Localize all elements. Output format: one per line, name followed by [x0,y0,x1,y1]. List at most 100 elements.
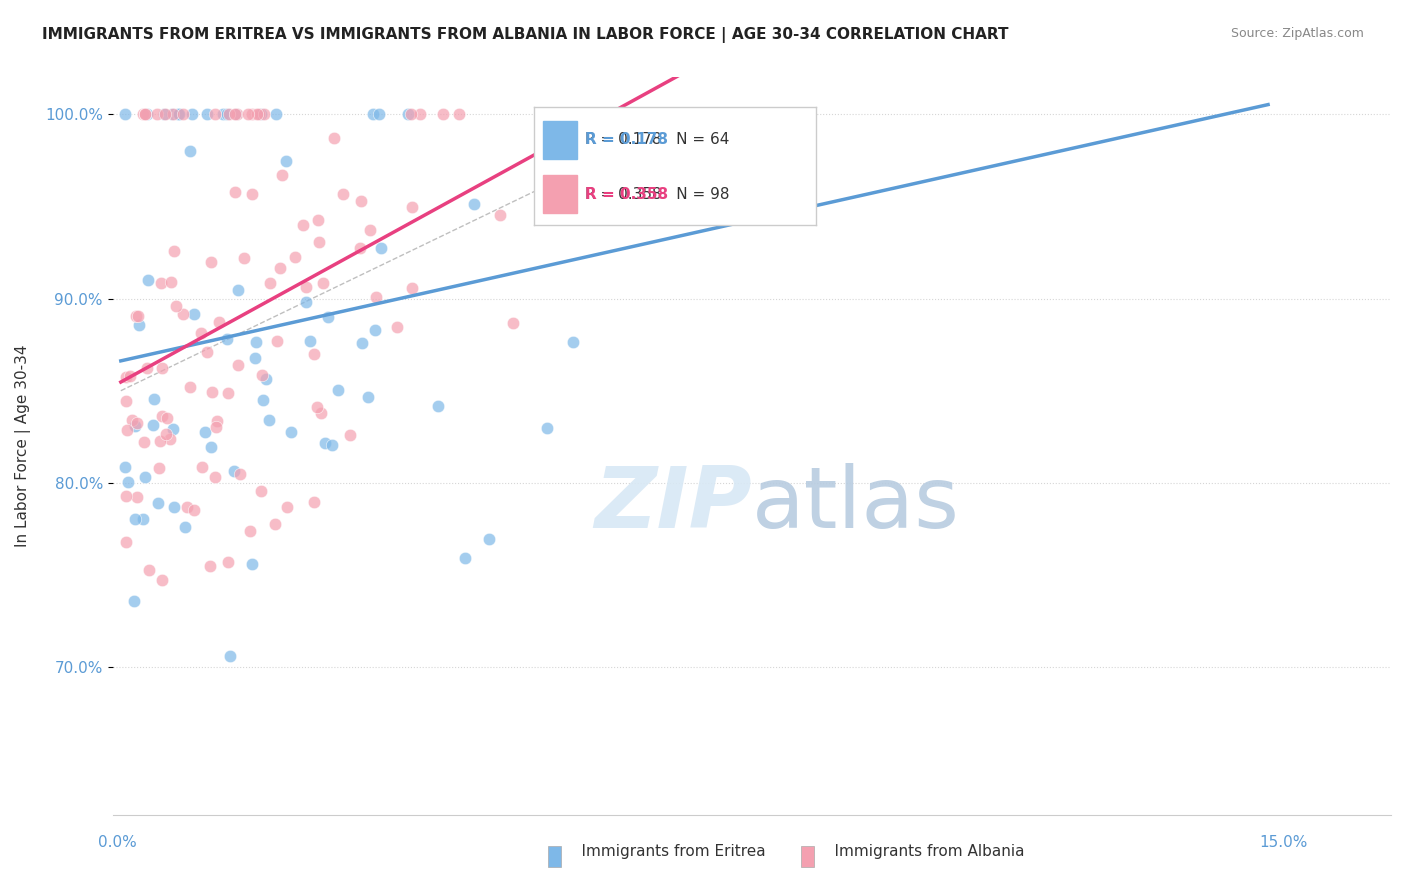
Point [224,107,246,121]
Point [254,372,277,386]
Text: 0.0%: 0.0% [98,836,138,850]
Point [349,241,371,255]
Point [127,310,149,324]
Point [150,409,173,423]
Point [152,573,174,587]
Point [128,318,150,333]
Y-axis label: In Labor Force | Age 30-34: In Labor Force | Age 30-34 [15,344,31,548]
Point [194,425,217,440]
Point [225,107,247,121]
Point [489,208,512,222]
Text: atlas: atlas [752,464,960,547]
Point [294,295,316,310]
Point [132,434,155,449]
Point [149,276,172,290]
Point [264,107,287,121]
Point [162,422,184,436]
Point [332,187,354,202]
Point [250,368,273,382]
Point [427,400,450,414]
Point [114,369,136,384]
Point [236,107,259,121]
Point [142,417,165,432]
Point [432,107,454,121]
Point [204,107,226,121]
Point [259,276,281,290]
Point [200,254,222,268]
Point [269,260,291,275]
Point [114,489,136,503]
Point [240,107,263,121]
Point [205,414,228,428]
Point [249,107,271,121]
Point [367,107,389,121]
Bar [548,846,561,867]
Point [284,250,307,264]
Point [359,223,381,237]
Point [125,309,148,323]
Point [135,361,157,376]
Point [132,107,155,121]
Point [361,107,384,121]
Point [246,107,269,121]
Point [228,358,250,372]
Point [401,107,423,121]
Point [222,464,245,478]
Point [153,107,176,121]
Point [305,400,328,414]
Point [179,380,201,394]
Point [229,467,252,481]
Point [134,469,156,483]
Point [401,281,423,295]
Point [132,512,155,526]
Point [163,244,186,258]
Text: IMMIGRANTS FROM ERITREA VS IMMIGRANTS FROM ALBANIA IN LABOR FORCE | AGE 30-34 CO: IMMIGRANTS FROM ERITREA VS IMMIGRANTS FR… [42,27,1008,43]
Point [401,200,423,214]
Point [271,168,294,182]
Point [243,351,266,365]
Point [201,384,224,399]
Bar [801,846,814,867]
Point [215,107,238,121]
Point [162,500,184,515]
Text: 15.0%: 15.0% [1260,836,1308,850]
Point [156,410,179,425]
Text: Immigrants from Eritrea: Immigrants from Eritrea [562,845,766,859]
Point [323,131,346,145]
Point [232,251,254,265]
Point [316,310,339,325]
Text: Source: ZipAtlas.com: Source: ZipAtlas.com [1230,27,1364,40]
Point [152,107,174,121]
Point [181,107,204,121]
Point [218,648,240,663]
Point [160,107,183,121]
Point [167,107,190,121]
Point [173,519,195,533]
Point [183,503,205,517]
Point [294,280,316,294]
Point [350,194,373,209]
Point [396,107,419,121]
Point [247,107,270,121]
Point [124,419,146,434]
Point [226,107,249,121]
Point [162,107,184,121]
Point [200,440,222,454]
Point [176,500,198,515]
Point [266,334,288,348]
Point [195,345,218,359]
Point [118,369,141,384]
Point [172,107,194,121]
Point [208,315,231,329]
Point [125,490,148,504]
Point [134,107,156,121]
Point [308,235,330,249]
Point [159,432,181,446]
Point [127,416,149,430]
Point [136,273,159,287]
Point [276,500,298,515]
Point [298,334,321,348]
Point [211,107,233,121]
Point [478,532,501,546]
Point [352,335,374,350]
